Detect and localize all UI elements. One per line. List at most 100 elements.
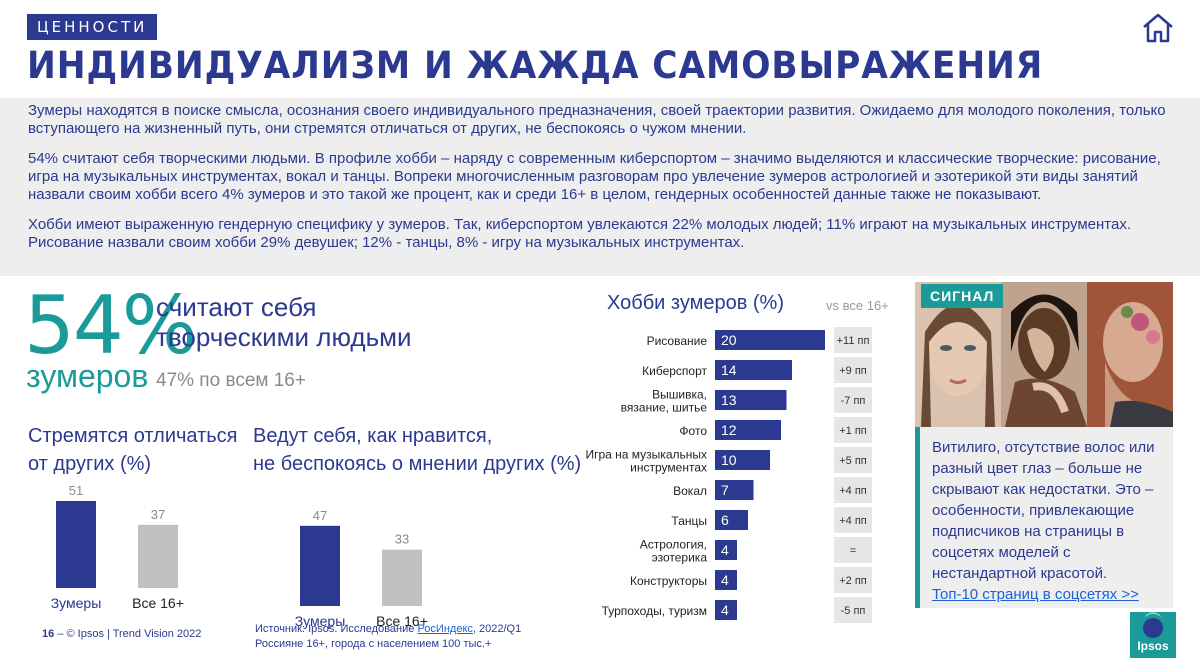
hobby-value-2: 14 [721,362,737,378]
hobby-value-6: 7 [721,482,729,498]
hobby-category-10: Турпоходы, туризм [602,604,707,618]
chart-2: 47 Зумеры 33 Все 16+ [284,488,444,637]
big-stat-description: считают себя творческими людьми [156,292,412,352]
chart-1-title-line-2: от других (%) [28,453,152,475]
hobby-chart: Рисование 20 +11 пп Киберспорт 14 +9 пп Вышивк… [580,322,880,631]
chart-1-bar-2 [138,524,178,588]
hobby-value-7: 6 [721,512,729,528]
hobby-comparison-10: -5 пп [841,605,866,617]
hobby-value-5: 10 [721,452,737,468]
chart-2-title-line-1: Ведут себя, как нравится, [253,425,493,447]
hobby-bar-3 [715,390,787,410]
hobby-bar-9 [715,570,737,590]
footer-source: Источник: Ipsos. Исследование РосИндекс,… [255,622,521,652]
signal-tag: СИГНАЛ [921,284,1004,308]
hobby-bar-2 [715,360,792,380]
hobby-bar-8 [715,540,737,560]
hobby-comparison-box-7 [834,507,872,533]
section-tag: ЦЕННОСТИ [27,14,158,40]
signal-text: Витилиго, отсутствие волос или разный цв… [915,427,1173,608]
hobby-comparison-7: +4 пп [839,515,867,527]
signal-photos: СИГНАЛ [915,282,1173,427]
hobby-category-8: эзотерика [652,551,708,565]
chart-2-bar-2 [382,549,422,606]
chart-2-title: Ведут себя, как нравится, не беспокоясь … [253,422,581,478]
hobby-category-3: вязание, шитье [621,401,708,415]
footer-credit: 16 – © Ipsos | Trend Vision 2022 [42,628,201,640]
hobby-comparison-9: +2 пп [839,575,867,587]
chart-1-title: Стремятся отличаться от других (%) [28,422,238,478]
hobby-value-8: 4 [721,542,729,558]
ipsos-logo: Ipsos [1130,612,1176,658]
hobby-comparison-3: -7 пп [841,395,866,407]
chart-1-title-line-1: Стремятся отличаться [28,425,238,447]
big-stat-subject: зумеров [26,358,149,394]
hobby-category-8: Астрология, [640,538,707,552]
chart-2-value-2: 33 [395,532,409,547]
source-link[interactable]: РосИндекс [417,623,473,635]
hobby-bar-1 [715,330,825,350]
hobby-category-2: Киберспорт [642,364,707,378]
hobby-comparison-box-1 [834,327,872,353]
chart-1-value-1: 51 [69,483,83,498]
intro-panel: Зумеры находятся в поиске смысла, осозна… [0,98,1200,276]
hobby-bar-5 [715,450,770,470]
footer-copyright: – © Ipsos | Trend Vision 2022 [57,628,202,640]
big-stat-value: 54% [24,279,198,372]
chart-1: 51 Зумеры 37 Все 16+ [40,470,200,619]
hobby-comparison-box-6 [834,477,872,503]
hobby-category-5: инструментах [630,461,707,475]
source-line-2: Россияне 16+, города с населением 100 ты… [255,638,492,650]
chart-2-title-line-2: не беспокоясь о мнении других (%) [253,453,582,475]
chart-2-bar-1 [300,525,340,606]
hobby-comparison-4: +1 пп [839,425,867,437]
hobby-comparison-header: vs все 16+ [826,298,889,313]
hobby-bar-7 [715,510,748,530]
source-suffix: , 2022/Q1 [472,623,522,635]
page-number: 16 [42,628,55,640]
page-title: ИНДИВИДУАЛИЗМ И ЖАЖДА САМОВЫРАЖЕНИЯ [27,44,1044,87]
hobby-comparison-8: = [850,545,856,557]
chart-2-category-1: Зумеры [295,613,346,629]
hobby-comparison-box-8 [834,537,872,563]
big-stat-line-2: творческими людьми [156,322,412,352]
hobby-category-7: Танцы [671,514,707,528]
hobby-category-4: Фото [679,424,707,438]
hobby-category-9: Конструкторы [630,574,707,588]
chart-1-category-1: Зумеры [51,595,102,611]
ipsos-logo-text: Ipsos [1137,639,1169,653]
big-stat-line-1: считают себя [156,292,317,322]
hobby-category-5: Игра на музыкальных [585,448,707,462]
hobby-bar-6 [715,480,754,500]
hobby-category-1: Рисование [647,334,708,348]
hobby-comparison-box-2 [834,357,872,383]
hobby-value-1: 20 [721,332,737,348]
hobby-value-10: 4 [721,602,729,618]
big-stat-note: 47% по всем 16+ [156,370,306,391]
hobby-comparison-box-3 [834,387,872,413]
hobby-bar-10 [715,600,737,620]
hobby-bar-4 [715,420,781,440]
hobby-comparison-box-4 [834,417,872,443]
hobby-category-6: Вокал [673,484,707,498]
chart-1-value-2: 37 [151,507,165,522]
hobby-comparison-box-5 [834,447,872,473]
hobby-comparison-6: +4 пп [839,485,867,497]
hobby-comparison-box-10 [834,597,872,623]
signal-description: Витилиго, отсутствие волос или разный цв… [932,439,1155,582]
chart-2-category-2: Все 16+ [376,613,428,629]
hobby-chart-title: Хобби зумеров (%) [607,292,785,314]
chart-1-category-2: Все 16+ [132,595,184,611]
hobby-value-4: 12 [721,422,737,438]
portrait-photo-3 [1087,282,1173,427]
intro-paragraph-2: 54% считают себя творческими людьми. В п… [28,150,1161,203]
home-button[interactable] [1141,12,1175,44]
hobby-comparison-box-9 [834,567,872,593]
intro-paragraph-3: Хобби имеют выраженную гендерную специфи… [28,216,1132,251]
home-icon [1143,13,1173,43]
hobby-value-3: 13 [721,392,737,408]
source-prefix: Источник: Ipsos. Исследование [255,623,418,635]
chart-2-value-1: 47 [313,508,327,523]
signal-link[interactable]: Топ-10 страниц в соцсетях >> [932,586,1139,603]
intro-paragraph-1: Зумеры находятся в поиске смысла, осозна… [28,102,1166,137]
